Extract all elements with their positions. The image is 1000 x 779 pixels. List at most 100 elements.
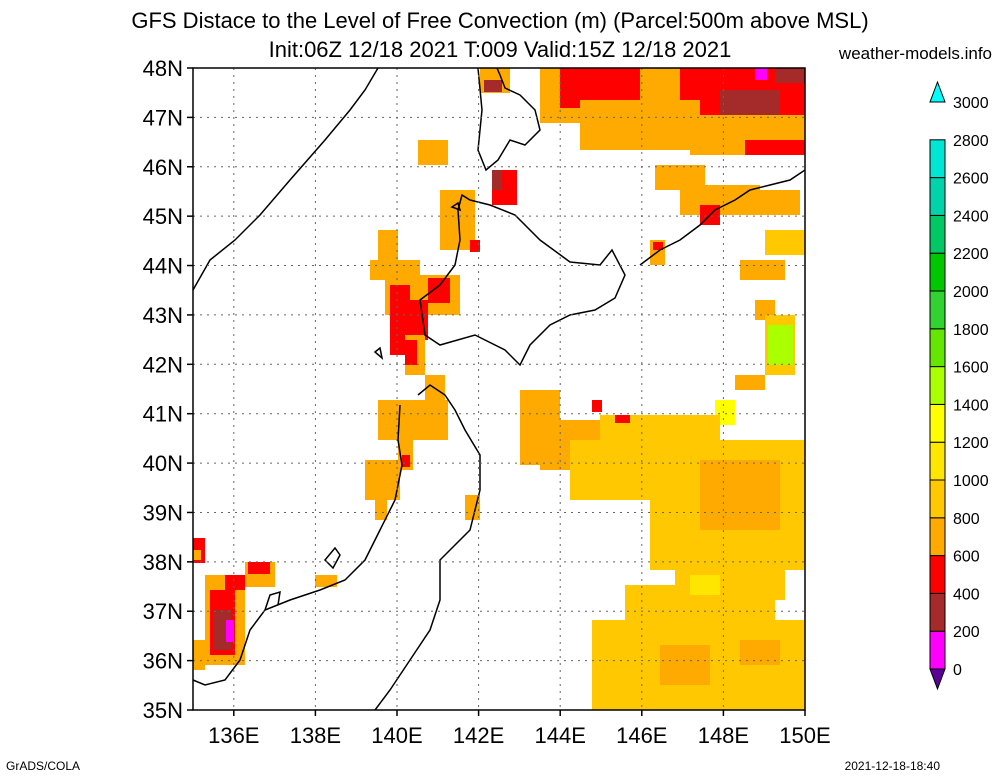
field-cell bbox=[492, 170, 502, 190]
field-cell bbox=[592, 400, 602, 412]
field-cell bbox=[735, 375, 765, 390]
colorbar-label: 1600 bbox=[953, 360, 989, 377]
field-cell bbox=[660, 645, 710, 685]
coastline-sado bbox=[323, 546, 341, 570]
colorbar-label: 400 bbox=[953, 586, 980, 603]
colorbar-label: 200 bbox=[953, 624, 980, 641]
field-cell bbox=[580, 100, 700, 150]
field-cell bbox=[745, 140, 805, 155]
field-cell bbox=[740, 260, 785, 280]
field-cell bbox=[225, 575, 245, 590]
field-cell bbox=[470, 240, 480, 252]
lat-tick-label: 41N bbox=[143, 402, 183, 427]
lat-tick-label: 38N bbox=[143, 550, 183, 575]
lat-tick-label: 47N bbox=[143, 105, 183, 130]
colorbar-label: 2800 bbox=[953, 133, 989, 150]
colorbar-swatch bbox=[929, 177, 946, 216]
colorbar-label: 2600 bbox=[953, 171, 989, 188]
field-cell bbox=[484, 80, 502, 92]
lat-tick-label: 36N bbox=[143, 649, 183, 674]
field-cell bbox=[615, 415, 630, 423]
colorbar-label: 1400 bbox=[953, 397, 989, 414]
field-cell bbox=[740, 190, 800, 215]
lon-tick-label: 136E bbox=[208, 723, 259, 748]
field-cell bbox=[315, 575, 337, 587]
colorbar: 0 200 400 600 800 1000 1200 1400 1600 1800 2000 220… bbox=[929, 80, 989, 691]
colorbar-label: 1800 bbox=[953, 322, 989, 339]
colorbar-swatch bbox=[929, 630, 946, 670]
coastline-rishiri bbox=[450, 201, 462, 212]
footer-left: GrADS/COLA bbox=[6, 759, 81, 773]
lat-tick-label: 40N bbox=[143, 451, 183, 476]
colorbar-swatch bbox=[929, 668, 946, 691]
field-cell bbox=[765, 230, 805, 255]
colorbar-label: 1000 bbox=[953, 473, 989, 490]
field-cell bbox=[653, 242, 663, 250]
field-cell bbox=[405, 340, 417, 365]
field-cell bbox=[402, 455, 410, 467]
field-cell bbox=[700, 460, 780, 530]
colorbar-swatch bbox=[929, 80, 946, 103]
coastline-honshu bbox=[374, 384, 481, 711]
lat-tick-label: 46N bbox=[143, 155, 183, 180]
lat-tick-label: 42N bbox=[143, 352, 183, 377]
lat-tick-label: 39N bbox=[143, 500, 183, 525]
colorbar-label: 1200 bbox=[953, 435, 989, 452]
coastlines bbox=[192, 67, 806, 711]
lat-tick-label: 45N bbox=[143, 204, 183, 229]
colorbar-label: 600 bbox=[953, 549, 980, 566]
field-cell bbox=[193, 550, 201, 560]
colorbar-swatch bbox=[929, 252, 946, 292]
field-cell bbox=[740, 640, 780, 665]
field-cell bbox=[428, 278, 450, 303]
colorbar-swatch bbox=[929, 592, 946, 632]
lon-tick-label: 150E bbox=[779, 723, 830, 748]
lat-tick-label: 48N bbox=[143, 56, 183, 81]
field-cell bbox=[768, 325, 793, 365]
lat-tick-label: 37N bbox=[143, 599, 183, 624]
lon-tick-label: 148E bbox=[698, 723, 749, 748]
colorbar-swatch bbox=[929, 517, 946, 557]
colorbar-swatch bbox=[929, 290, 946, 330]
field-cell bbox=[690, 575, 720, 595]
colorbar-swatch bbox=[929, 366, 946, 405]
field-cell bbox=[365, 460, 400, 500]
field-cell bbox=[465, 495, 480, 520]
colorbar-label: 2400 bbox=[953, 208, 989, 225]
colorbar-swatch bbox=[929, 139, 946, 179]
lat-axis: 35N 36N 37N 38N 39N 40N 41N 42N 43N 44N 45N 46N 47N 4… bbox=[143, 56, 193, 723]
coastline-honshu-west bbox=[192, 404, 403, 686]
lon-tick-label: 140E bbox=[371, 723, 422, 748]
site-label: weather-models.info bbox=[838, 44, 992, 63]
colorbar-swatch bbox=[929, 403, 946, 443]
field-cell bbox=[775, 68, 805, 83]
field-cell bbox=[248, 562, 270, 574]
field-cell bbox=[226, 620, 234, 642]
colorbar-label: 2200 bbox=[953, 246, 989, 263]
field-cell bbox=[755, 68, 767, 80]
field-cell bbox=[193, 640, 205, 670]
field-cell bbox=[375, 495, 387, 520]
lat-tick-label: 44N bbox=[143, 254, 183, 279]
lon-axis: 136E 138E 140E 142E 144E 146E 148E 150E bbox=[208, 710, 831, 748]
lon-tick-label: 142E bbox=[453, 723, 504, 748]
coastline-kurils bbox=[639, 169, 806, 266]
map-frame bbox=[192, 67, 806, 711]
colorbar-swatch bbox=[929, 479, 946, 519]
colorbar-label: 3000 bbox=[953, 95, 989, 112]
coastline-hokkaido bbox=[419, 193, 626, 367]
chart-subtitle: Init:06Z 12/18 2021 T:009 Valid:15Z 12/1… bbox=[268, 37, 732, 62]
lat-tick-label: 35N bbox=[143, 698, 183, 723]
colorbar-swatch bbox=[929, 214, 946, 254]
colorbar-swatch bbox=[929, 555, 946, 594]
footer-timestamp: 2021-12-18-18:40 bbox=[844, 759, 940, 773]
colorbar-label: 800 bbox=[953, 511, 980, 528]
colorbar-swatch bbox=[929, 441, 946, 481]
field-cell bbox=[418, 140, 448, 165]
colorbar-swatch bbox=[929, 328, 946, 368]
coastline-okushiri bbox=[373, 346, 384, 360]
lat-tick-label: 43N bbox=[143, 303, 183, 328]
coastline-asia bbox=[192, 67, 379, 291]
colorbar-label: 0 bbox=[953, 662, 962, 679]
